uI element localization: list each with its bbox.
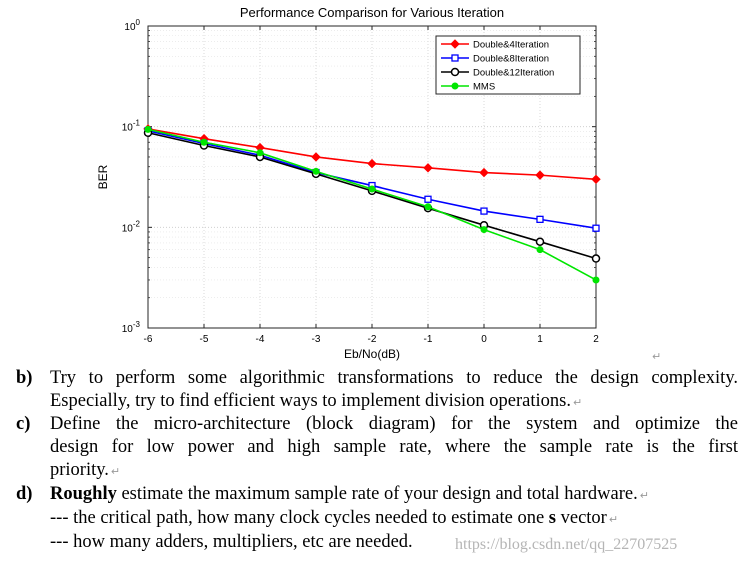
x-tick-label: 1 xyxy=(537,334,543,345)
data-point xyxy=(424,195,432,203)
x-axis-label: Eb/No(dB) xyxy=(344,347,400,361)
data-point xyxy=(424,203,432,211)
y-tick-label: 100 xyxy=(124,18,140,33)
paragraph-mark: ↵ xyxy=(572,396,583,409)
legend-entry: Double&12Iteration xyxy=(473,68,554,79)
y-tick-label: 10-3 xyxy=(122,320,141,335)
data-point xyxy=(451,82,459,90)
y-tick-label: 10-1 xyxy=(122,119,141,134)
item-d-sub1-pre: --- the critical path, how many clock cy… xyxy=(50,508,549,528)
item-d-sub1-post: vector xyxy=(556,508,607,528)
data-point xyxy=(480,226,488,234)
data-point xyxy=(144,125,152,133)
data-point xyxy=(536,246,544,254)
paragraph-mark: ↵ xyxy=(110,465,121,478)
x-tick-label: 0 xyxy=(481,334,487,345)
item-c-line-3: priority. xyxy=(50,460,109,480)
item-d-bold: Roughly xyxy=(50,484,117,504)
data-point xyxy=(256,149,264,157)
data-point xyxy=(451,54,459,62)
data-point xyxy=(591,254,601,263)
data-point xyxy=(592,224,600,232)
x-tick-label: -1 xyxy=(424,334,433,345)
x-tick-label: -2 xyxy=(368,334,377,345)
paragraph-mark: ↵ xyxy=(639,489,649,502)
data-point xyxy=(479,167,489,178)
item-d-sub2: --- how many adders, multipliers, etc ar… xyxy=(50,532,413,552)
data-point xyxy=(367,158,377,169)
data-point xyxy=(535,237,545,246)
item-c-line-1: Define the micro-architecture (block dia… xyxy=(50,414,738,434)
x-tick-label: -6 xyxy=(144,334,153,345)
y-tick-label: 10-2 xyxy=(122,219,141,234)
data-point xyxy=(591,174,601,185)
item-c-line-2: design for low power and high sample rat… xyxy=(50,437,738,457)
data-point xyxy=(592,276,600,284)
watermark: https://blog.csdn.net/qq_22707525 xyxy=(455,536,678,553)
data-point xyxy=(480,207,488,215)
data-point xyxy=(368,185,376,193)
data-point xyxy=(536,215,544,224)
data-point xyxy=(535,170,545,180)
data-point xyxy=(423,163,433,173)
legend-entry: Double&8Iteration xyxy=(473,54,549,65)
item-b-line-1: Try to perform some algorithmic transfor… xyxy=(50,368,738,388)
x-tick-label: -5 xyxy=(200,334,209,345)
legend: Double&4Iteration Double&8Iteration Double… xyxy=(435,35,581,95)
item-b-label: b) xyxy=(16,368,33,388)
item-d-label: d) xyxy=(16,484,33,504)
data-point xyxy=(450,39,460,49)
item-b-line-2: Especially, try to find efficient ways t… xyxy=(50,391,571,411)
legend-entry: MMS xyxy=(473,82,495,93)
paragraph-mark: ↵ xyxy=(652,350,662,363)
ber-chart: -6 -5 -4 -3 -2 -1 0 1 2 100 10-1 10-2 10-3 Performan… xyxy=(96,5,601,361)
paragraph-mark: ↵ xyxy=(608,513,619,526)
series-4 xyxy=(144,125,600,284)
legend-entry: Double&4Iteration xyxy=(473,40,549,51)
ber-chart-figure: -6 -5 -4 -3 -2 -1 0 1 2 100 10-1 10-2 10-3 Performan… xyxy=(96,5,601,361)
item-c-label: c) xyxy=(16,414,31,434)
data-point xyxy=(450,67,460,77)
data-point xyxy=(312,167,320,175)
legend-box xyxy=(435,35,581,95)
y-axis-label: BER xyxy=(96,164,110,189)
data-point xyxy=(200,138,208,146)
assignment-text: b) Try to perform some algorithmic trans… xyxy=(0,365,755,567)
data-point xyxy=(311,152,321,162)
x-tick-label: 2 xyxy=(593,334,599,345)
x-tick-label: -3 xyxy=(312,334,321,345)
chart-title: Performance Comparison for Various Itera… xyxy=(240,5,504,20)
item-d-sub1-bold: s xyxy=(548,508,556,528)
item-d-rest: estimate the maximum sample rate of your… xyxy=(116,484,638,504)
x-tick-label: -4 xyxy=(256,334,265,345)
